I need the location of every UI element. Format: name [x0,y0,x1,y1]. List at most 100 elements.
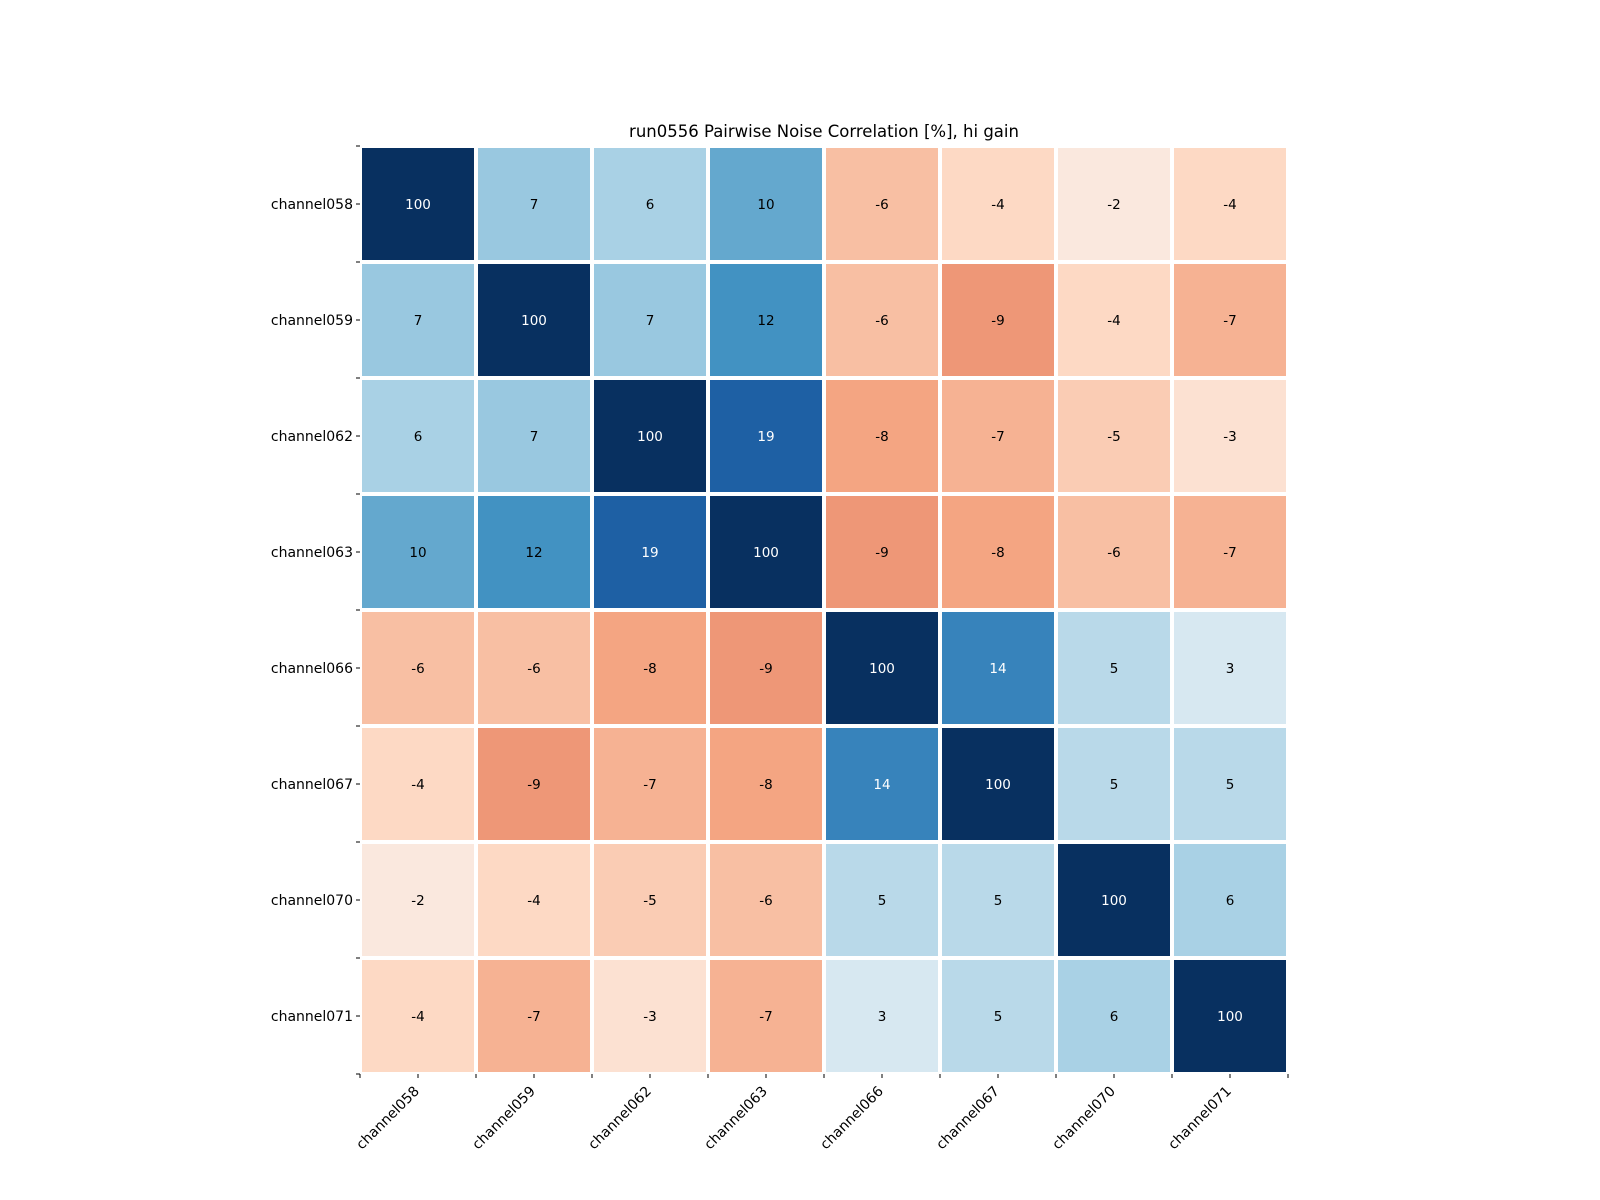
cell-channel062-channel066 [826,380,938,492]
cell-value-label: -3 [1223,429,1236,445]
cell-channel062-channel071 [1174,380,1286,492]
cell-value-label: -4 [411,777,424,793]
cell-value-label: -5 [1107,429,1120,445]
cell-channel070-channel066 [826,844,938,956]
cell-channel066-channel071 [1174,612,1286,724]
cell-value-label: 5 [1226,777,1235,793]
cell-channel066-channel059 [478,612,590,724]
cell-value-label: 10 [757,197,774,213]
cell-value-label: 6 [1226,893,1235,909]
cell-value-label: -8 [643,661,656,677]
x-tick-label: channel067 [933,1084,1002,1153]
cell-value-label: 7 [646,313,655,329]
cell-channel063-channel058 [362,496,474,608]
cell-value-label: -8 [759,777,772,793]
cell-value-label: 5 [1110,661,1119,677]
cell-channel059-channel063 [710,264,822,376]
x-tick-label: channel070 [1049,1084,1118,1153]
cell-channel071-channel062 [594,960,706,1072]
cell-channel070-channel059 [478,844,590,956]
y-tick-label: channel063 [271,545,353,561]
cell-channel070-channel063 [710,844,822,956]
x-tick-label: channel071 [1165,1084,1234,1153]
cell-channel059-channel058 [362,264,474,376]
x-tick-label: channel059 [469,1084,538,1153]
cell-value-label: 100 [985,777,1011,793]
cell-value-label: -6 [1107,545,1120,561]
cell-value-label: -7 [1223,313,1236,329]
cell-channel058-channel071 [1174,148,1286,260]
cell-channel062-channel070 [1058,380,1170,492]
cell-value-label: 7 [530,429,539,445]
cell-channel066-channel067 [942,612,1054,724]
cell-value-label: 6 [1110,1009,1119,1025]
cell-channel070-channel071 [1174,844,1286,956]
cell-channel067-channel058 [362,728,474,840]
cell-channel063-channel062 [594,496,706,608]
cell-value-label: -4 [411,1009,424,1025]
cell-value-label: 100 [637,429,663,445]
cell-channel067-channel066 [826,728,938,840]
cell-channel058-channel066 [826,148,938,260]
cell-value-label: -4 [1107,313,1120,329]
cell-value-label: 14 [873,777,890,793]
cell-channel070-channel067 [942,844,1054,956]
cell-channel071-channel063 [710,960,822,1072]
cell-value-label: -6 [875,197,888,213]
cell-value-label: 100 [405,197,431,213]
cell-value-label: -6 [759,893,772,909]
cell-channel071-channel071 [1174,960,1286,1072]
cell-value-label: -9 [527,777,540,793]
cell-channel071-channel059 [478,960,590,1072]
cell-value-label: -9 [875,545,888,561]
cell-value-label: -8 [875,429,888,445]
cell-channel063-channel063 [710,496,822,608]
y-tick-label: channel066 [271,661,353,677]
cell-channel067-channel067 [942,728,1054,840]
cell-value-label: 12 [757,313,774,329]
cell-channel062-channel058 [362,380,474,492]
cell-value-label: -6 [411,661,424,677]
cell-value-label: -2 [411,893,424,909]
cell-value-label: 6 [414,429,423,445]
cell-channel058-channel070 [1058,148,1170,260]
cell-channel063-channel067 [942,496,1054,608]
cell-channel059-channel066 [826,264,938,376]
cell-channel062-channel059 [478,380,590,492]
y-tick-label: channel067 [271,777,353,793]
cell-value-label: 7 [530,197,539,213]
cell-channel058-channel059 [478,148,590,260]
cell-value-label: -7 [1223,545,1236,561]
cell-channel058-channel067 [942,148,1054,260]
cell-channel067-channel059 [478,728,590,840]
x-tick-label: channel058 [353,1084,422,1153]
cell-channel066-channel058 [362,612,474,724]
cell-channel062-channel063 [710,380,822,492]
cell-value-label: -9 [759,661,772,677]
y-tick-label: channel062 [271,429,353,445]
cell-channel070-channel070 [1058,844,1170,956]
cell-value-label: -6 [875,313,888,329]
cell-value-label: 100 [521,313,547,329]
cell-channel063-channel059 [478,496,590,608]
cell-value-label: 14 [989,661,1006,677]
cell-value-label: 100 [1217,1009,1243,1025]
cell-value-label: 6 [646,197,655,213]
cell-channel071-channel066 [826,960,938,1072]
cell-channel067-channel062 [594,728,706,840]
cell-value-label: 5 [1110,777,1119,793]
cell-channel071-channel067 [942,960,1054,1072]
cell-channel071-channel070 [1058,960,1170,1072]
cell-channel063-channel070 [1058,496,1170,608]
cell-channel070-channel062 [594,844,706,956]
cell-value-label: -3 [643,1009,656,1025]
cell-channel062-channel067 [942,380,1054,492]
heatmap-cells: 100 7 6 10 -6 -4 -2 -4 7 100 7 12 -6 -9 -4 -7 6 7 100 19 -8 -… [362,148,1286,1072]
cell-channel066-channel063 [710,612,822,724]
cell-value-label: 3 [878,1009,887,1025]
x-axis-labels: channel058 channel059 channel062 channel063… [353,1074,1289,1153]
y-tick-label: channel071 [271,1009,353,1025]
cell-channel058-channel062 [594,148,706,260]
cell-value-label: -5 [643,893,656,909]
